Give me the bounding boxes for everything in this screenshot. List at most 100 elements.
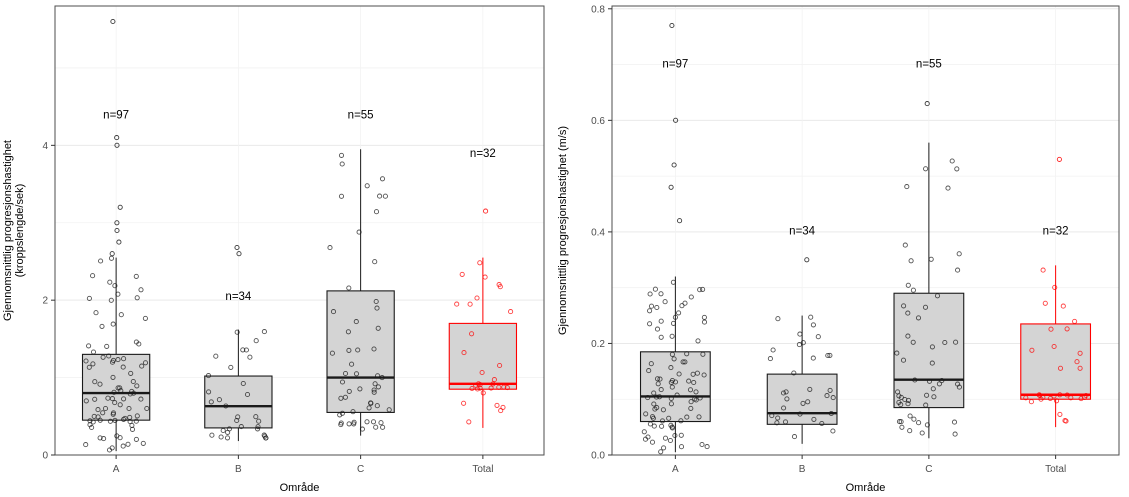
jitter-point <box>139 363 145 369</box>
jitter-point <box>649 439 656 445</box>
jitter-point <box>253 338 259 344</box>
jitter-point <box>208 399 214 405</box>
jitter-point <box>339 161 345 167</box>
jitter-point <box>1040 267 1046 273</box>
outlier-point <box>673 117 679 123</box>
jitter-point <box>108 297 114 303</box>
jitter-point <box>784 396 790 402</box>
jitter-point <box>905 401 911 407</box>
x-tick-label: A <box>672 464 679 475</box>
jitter-point <box>942 339 948 346</box>
right-boxplot-svg: 0.0 0.2 0.4 0.6 0.8 A B C Total Område Gjennomsnit… <box>557 4 1120 494</box>
jitter-point <box>1028 399 1034 405</box>
jitter-point <box>661 445 667 451</box>
jitter-point <box>86 295 92 301</box>
jitter-point <box>930 386 936 392</box>
jitter-point <box>122 415 128 421</box>
jitter-point <box>130 378 136 385</box>
jitter-point <box>660 407 666 413</box>
jitter-point <box>651 401 657 407</box>
jitter-point <box>106 353 112 359</box>
jitter-point <box>234 329 240 335</box>
jitter-point <box>651 390 657 396</box>
jitter-point <box>504 385 510 391</box>
jitter-point <box>371 346 377 352</box>
jitter-point <box>819 420 825 427</box>
jitter-point <box>83 358 89 364</box>
outlier-point <box>114 220 120 226</box>
jitter-point <box>781 405 787 411</box>
jitter-point <box>678 418 684 424</box>
jitter-point <box>353 319 359 325</box>
jitter-point <box>704 444 710 450</box>
jitter-point <box>1057 411 1063 417</box>
jitter-point <box>811 416 817 422</box>
jitter-point <box>461 350 467 356</box>
jitter-point <box>682 300 688 306</box>
jitter-point <box>109 445 115 451</box>
jitter-point <box>922 304 929 310</box>
jitter-point <box>1023 395 1029 401</box>
jitter-point <box>899 424 905 430</box>
outlier-point <box>116 239 122 245</box>
jitter-point <box>669 333 675 339</box>
jitter-point <box>371 387 377 393</box>
jitter-point <box>338 152 345 158</box>
jitter-point <box>117 402 123 408</box>
jitter-point <box>109 359 116 365</box>
jitter-point <box>641 429 647 435</box>
jitter-point <box>100 354 106 360</box>
jitter-point <box>647 321 653 327</box>
jitter-point <box>830 428 836 434</box>
jitter-point <box>110 321 116 327</box>
jitter-point <box>142 315 148 321</box>
jitter-point <box>648 303 655 309</box>
outlier-point <box>671 162 677 168</box>
box <box>766 373 838 425</box>
jitter-point <box>923 402 929 408</box>
jitter-point <box>656 394 663 400</box>
jitter-point <box>109 396 115 402</box>
jitter-point <box>824 393 830 399</box>
jitter-point <box>374 403 380 409</box>
x-tick-label: B <box>799 464 806 475</box>
jitter-point <box>253 414 259 420</box>
x-tick-label: B <box>235 464 242 475</box>
jitter-point <box>108 255 115 261</box>
jitter-point <box>934 293 941 299</box>
jitter-point <box>670 279 676 285</box>
jitter-point <box>895 389 901 395</box>
jitter-point <box>330 309 337 315</box>
box-group-B: n=34 <box>766 226 838 444</box>
jitter-point <box>700 351 706 357</box>
jitter-point <box>905 310 911 316</box>
jitter-point <box>337 412 343 418</box>
jitter-point <box>651 423 657 429</box>
n-label: n=32 <box>1043 226 1069 238</box>
y-tick-label: 0.0 <box>591 451 605 462</box>
jitter-point <box>670 320 677 326</box>
jitter-point <box>827 352 833 358</box>
jitter-point <box>90 419 96 425</box>
jitter-point <box>658 449 664 455</box>
jitter-point <box>134 413 140 419</box>
jitter-point <box>658 318 664 324</box>
jitter-point <box>682 359 688 365</box>
jitter-point <box>482 274 488 280</box>
jitter-point <box>648 361 654 367</box>
jitter-point <box>98 258 104 264</box>
jitter-point <box>653 394 660 400</box>
jitter-point <box>926 378 933 384</box>
jitter-point <box>697 395 703 401</box>
outlier-point <box>114 135 120 141</box>
jitter-point <box>226 426 232 432</box>
jitter-point <box>118 388 124 394</box>
jitter-point <box>374 305 380 311</box>
jitter-point <box>349 361 355 367</box>
jitter-point <box>498 408 504 414</box>
jitter-point <box>377 193 383 199</box>
jitter-point <box>945 185 951 191</box>
jitter-point <box>496 384 502 390</box>
jitter-point <box>905 333 911 339</box>
jitter-point <box>1074 359 1080 365</box>
